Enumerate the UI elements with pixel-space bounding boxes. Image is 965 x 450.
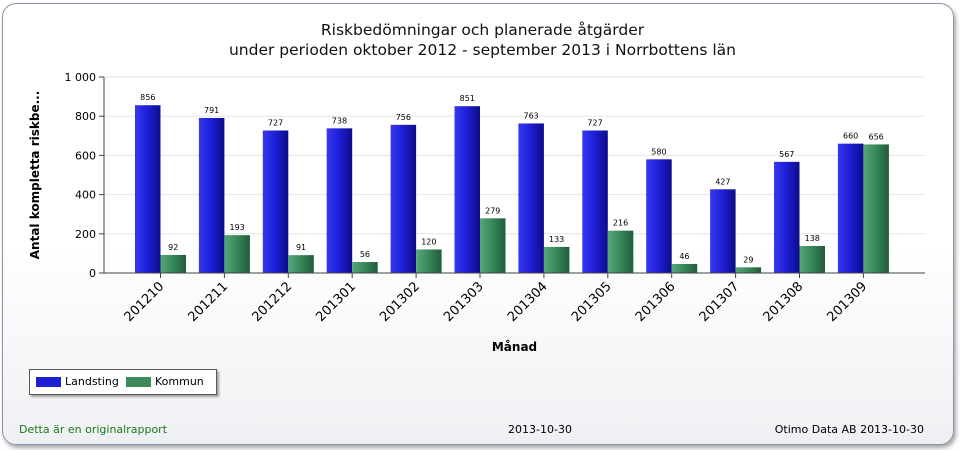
bar-kommun-201302: [416, 249, 442, 273]
bar-landsting-201304: [518, 123, 544, 274]
bar-kommun-201308: [799, 245, 825, 273]
data-label-kommun-201305: 216: [613, 219, 628, 228]
bar-landsting-201305: [582, 130, 608, 273]
y-tick-label: 0: [89, 267, 96, 280]
data-label-kommun-201303: 279: [485, 206, 500, 215]
data-label-kommun-201309: 656: [869, 132, 884, 141]
y-axis-title: Antal kompletta riskbe...: [28, 91, 42, 260]
bar-kommun-201307: [735, 267, 762, 273]
bar-kommun-201210: [160, 254, 186, 273]
data-label-landsting-201306: 580: [651, 147, 666, 156]
data-label-landsting-201308: 567: [779, 150, 794, 159]
x-tick-label: 201212: [249, 279, 295, 325]
data-label-landsting-201303: 851: [460, 94, 475, 103]
x-tick-label: 201303: [441, 279, 487, 325]
bar-landsting-201307: [710, 189, 736, 273]
x-tick-label: 201307: [697, 279, 743, 325]
data-label-kommun-201301: 56: [360, 250, 370, 259]
footer-source: Otimo Data AB 2013-10-30: [774, 423, 924, 436]
data-label-landsting-201309: 660: [843, 132, 858, 141]
y-tick-label: 200: [75, 228, 96, 241]
x-tick-label: 201306: [633, 279, 679, 325]
bar-landsting-201308: [774, 161, 800, 273]
chart-title: Riskbedömningar och planerade åtgärder: [320, 21, 645, 39]
data-label-landsting-201302: 756: [396, 113, 411, 122]
data-label-landsting-201210: 856: [140, 93, 155, 102]
x-tick-label: 201211: [186, 279, 232, 325]
x-tick-label: 201304: [505, 279, 551, 325]
data-label-landsting-201307: 427: [715, 177, 730, 186]
bar-kommun-201212: [288, 255, 314, 273]
bar-kommun-201303: [480, 218, 506, 273]
legend: Landsting Kommun: [29, 369, 217, 395]
data-label-kommun-201304: 133: [549, 235, 564, 244]
bar-landsting-201301: [326, 128, 353, 273]
bar-kommun-201305: [607, 230, 634, 273]
bar-landsting-201302: [390, 124, 417, 273]
x-tick-label: 201305: [569, 279, 615, 325]
data-label-kommun-201302: 120: [421, 237, 436, 246]
x-tick-label: 201308: [761, 279, 807, 325]
bar-kommun-201301: [352, 262, 378, 273]
bar-kommun-201309: [863, 144, 889, 273]
data-label-kommun-201308: 138: [805, 234, 820, 243]
data-label-landsting-201304: 763: [524, 111, 539, 120]
data-label-kommun-201210: 92: [168, 243, 178, 252]
bar-kommun-201211: [224, 235, 250, 273]
data-label-landsting-201301: 738: [332, 116, 347, 125]
y-tick-label: 400: [75, 189, 96, 202]
data-label-kommun-201307: 29: [743, 255, 753, 264]
y-tick-label: 1 000: [65, 71, 97, 84]
y-tick-label: 800: [75, 110, 96, 123]
x-tick-label: 201210: [122, 279, 168, 325]
y-tick-label: 600: [75, 149, 96, 162]
data-label-landsting-201212: 727: [268, 119, 283, 128]
data-label-landsting-201305: 727: [587, 119, 602, 128]
data-label-kommun-201306: 46: [679, 252, 689, 261]
x-tick-label: 201309: [825, 279, 871, 325]
bar-landsting-201211: [198, 117, 225, 274]
bar-landsting-201212: [262, 130, 289, 273]
bar-landsting-201210: [135, 105, 161, 273]
bar-landsting-201303: [454, 106, 480, 273]
data-label-kommun-201211: 193: [230, 223, 245, 232]
x-tick-label: 201301: [313, 279, 359, 325]
footer-date: 2013-10-30: [508, 423, 572, 436]
legend-label-kommun: Kommun: [155, 375, 204, 388]
footer-original-note: Detta är en originalrapport: [19, 423, 168, 436]
x-axis-title: Månad: [492, 340, 537, 354]
data-label-kommun-201212: 91: [296, 243, 306, 252]
legend-item-landsting: Landsting: [36, 375, 119, 388]
data-label-landsting-201211: 791: [204, 106, 219, 115]
bar-landsting-201306: [646, 159, 672, 273]
legend-item-kommun: Kommun: [126, 375, 204, 388]
x-tick-label: 201302: [377, 279, 423, 325]
bar-kommun-201304: [543, 246, 570, 273]
legend-swatch-kommun: [126, 376, 151, 387]
bar-kommun-201306: [671, 263, 698, 273]
chart-subtitle: under perioden oktober 2012 - september …: [228, 41, 737, 59]
legend-label-landsting: Landsting: [65, 375, 119, 388]
legend-swatch-landsting: [36, 376, 61, 387]
bar-landsting-201309: [837, 143, 864, 273]
